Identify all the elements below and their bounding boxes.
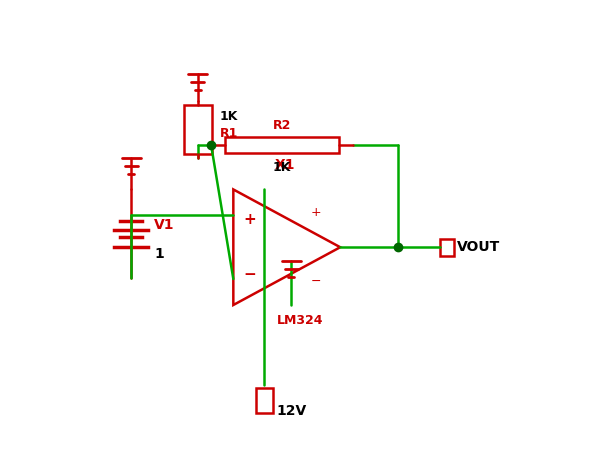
Text: −: − — [243, 267, 256, 283]
Text: X1: X1 — [275, 158, 296, 172]
Text: VOUT: VOUT — [457, 240, 500, 254]
Text: +: + — [243, 212, 256, 227]
Bar — [226, 136, 339, 153]
Text: R1: R1 — [220, 127, 238, 140]
Bar — [256, 388, 273, 413]
Text: 12V: 12V — [277, 405, 307, 418]
Text: 1K: 1K — [273, 162, 292, 175]
Bar — [440, 239, 454, 256]
Text: −: − — [311, 275, 321, 288]
Text: 1: 1 — [154, 247, 164, 261]
Text: V1: V1 — [154, 218, 175, 232]
Text: +: + — [311, 206, 321, 219]
Text: 1K: 1K — [220, 110, 238, 122]
Text: R2: R2 — [273, 119, 292, 132]
Bar — [184, 105, 212, 154]
Text: LM324: LM324 — [277, 314, 323, 327]
